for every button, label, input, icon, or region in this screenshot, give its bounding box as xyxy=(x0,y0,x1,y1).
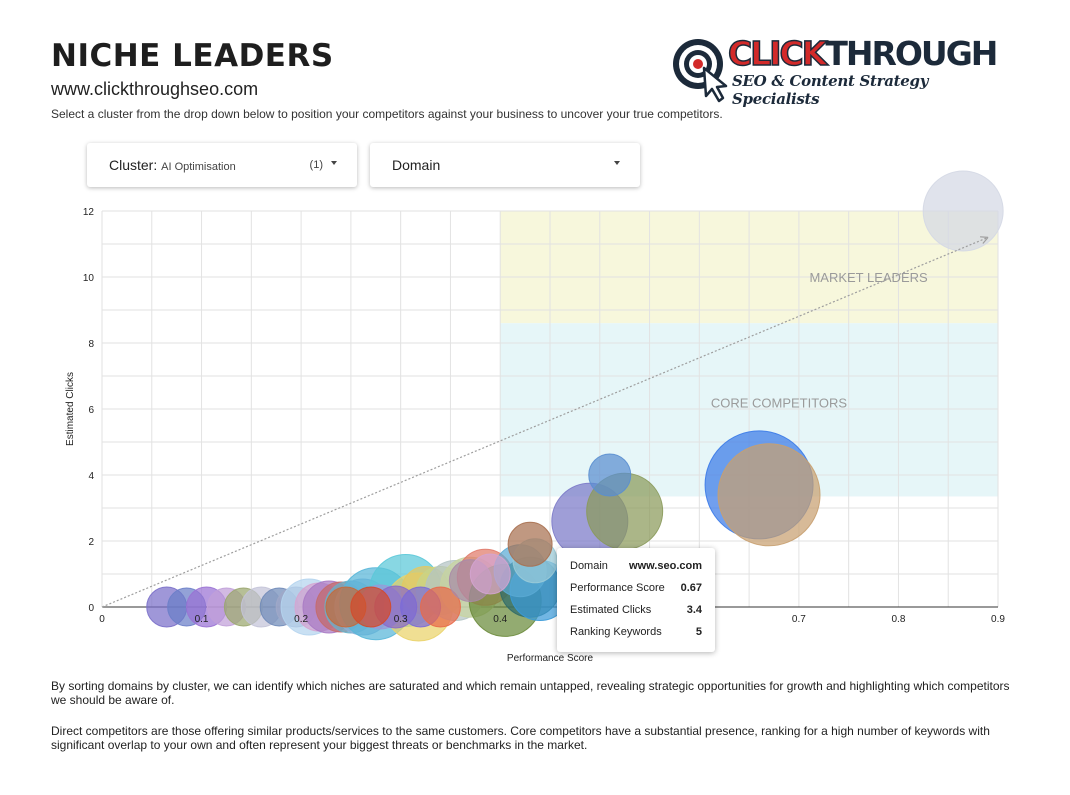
tooltip-performance-row: Performance Score 0.67 xyxy=(570,582,702,596)
tooltip-performance-value: 0.67 xyxy=(680,582,702,594)
domain-dropdown-label: Domain xyxy=(392,157,441,173)
x-tick-label: 0.9 xyxy=(991,614,1005,625)
x-tick-label: 0.1 xyxy=(195,614,209,625)
target-cursor-icon xyxy=(673,39,728,103)
chevron-down-icon xyxy=(331,161,337,165)
y-tick-label: 6 xyxy=(88,405,94,416)
chevron-down-icon xyxy=(614,161,620,165)
logo-click: CLICK xyxy=(727,33,828,74)
zone-annotation: CORE COMPETITORS xyxy=(711,395,848,410)
cluster-count: (1) xyxy=(309,159,323,171)
tooltip-clicks-label: Estimated Clicks xyxy=(570,604,652,616)
x-tick-label: 0 xyxy=(99,614,105,625)
clickthrough-logo: CLICKTHROUGH SEO & Content Strategy Spec… xyxy=(670,33,1010,108)
tooltip-clicks-row: Estimated Clicks 3.4 xyxy=(570,604,702,618)
tooltip-keywords-value: 5 xyxy=(695,626,702,638)
x-tick-label: 0.4 xyxy=(493,614,507,625)
x-tick-label: 0.2 xyxy=(294,614,308,625)
x-tick-label: 0.3 xyxy=(394,614,408,625)
trend-arrow-icon xyxy=(980,236,989,244)
tooltip-domain-row: Domain www.seo.com xyxy=(570,560,702,574)
tooltip-clicks-value: 3.4 xyxy=(686,604,702,616)
footer-paragraph-2: Direct competitors are those offering si… xyxy=(51,724,990,752)
data-bubble[interactable] xyxy=(350,586,392,628)
logo-wordmark: CLICKTHROUGH xyxy=(727,33,998,74)
cluster-label: Cluster: xyxy=(109,157,158,173)
site-url[interactable]: www.clickthroughseo.com xyxy=(51,79,259,99)
x-tick-label: 0.8 xyxy=(891,614,905,625)
data-bubble[interactable] xyxy=(469,553,511,595)
y-tick-label: 10 xyxy=(83,273,95,284)
y-axis-title: Estimated Clicks xyxy=(65,372,76,446)
tooltip-domain-value: www.seo.com xyxy=(629,560,702,572)
y-tick-label: 0 xyxy=(88,603,94,614)
data-bubble[interactable] xyxy=(588,453,632,497)
y-tick-label: 2 xyxy=(88,537,94,548)
intro-text: Select a cluster from the drop down belo… xyxy=(51,107,723,121)
page-title: NICHE LEADERS xyxy=(51,38,334,74)
logo-through: THROUGH xyxy=(825,34,998,73)
x-axis-title: Performance Score xyxy=(507,653,594,664)
y-tick-label: 4 xyxy=(88,471,94,482)
tooltip-performance-label: Performance Score xyxy=(570,582,665,594)
data-bubble[interactable] xyxy=(922,170,1004,252)
cluster-value: AI Optimisation xyxy=(161,161,236,173)
tooltip-keywords-row: Ranking Keywords 5 xyxy=(570,626,702,640)
cluster-dropdown-label: Cluster: AI Optimisation xyxy=(109,157,236,173)
y-tick-label: 8 xyxy=(88,339,94,350)
data-bubble[interactable] xyxy=(419,586,461,628)
tooltip-domain-label: Domain xyxy=(570,560,608,572)
zone-annotation: MARKET LEADERS xyxy=(809,270,928,285)
footer-paragraph-1: By sorting domains by cluster, we can id… xyxy=(51,679,1010,707)
domain-dropdown[interactable]: Domain xyxy=(370,143,640,187)
tooltip-keywords-label: Ranking Keywords xyxy=(570,626,662,638)
cluster-dropdown[interactable]: Cluster: AI Optimisation (1) xyxy=(87,143,357,187)
x-tick-label: 0.7 xyxy=(792,614,806,625)
y-tick-label: 12 xyxy=(83,207,95,218)
logo-tagline: SEO & Content Strategy Specialists xyxy=(732,72,929,108)
trend-line xyxy=(101,236,989,608)
bubble-tooltip: Domain www.seo.com Performance Score 0.67 … xyxy=(557,548,715,652)
data-bubble[interactable] xyxy=(717,443,821,547)
data-bubble[interactable] xyxy=(507,521,553,567)
